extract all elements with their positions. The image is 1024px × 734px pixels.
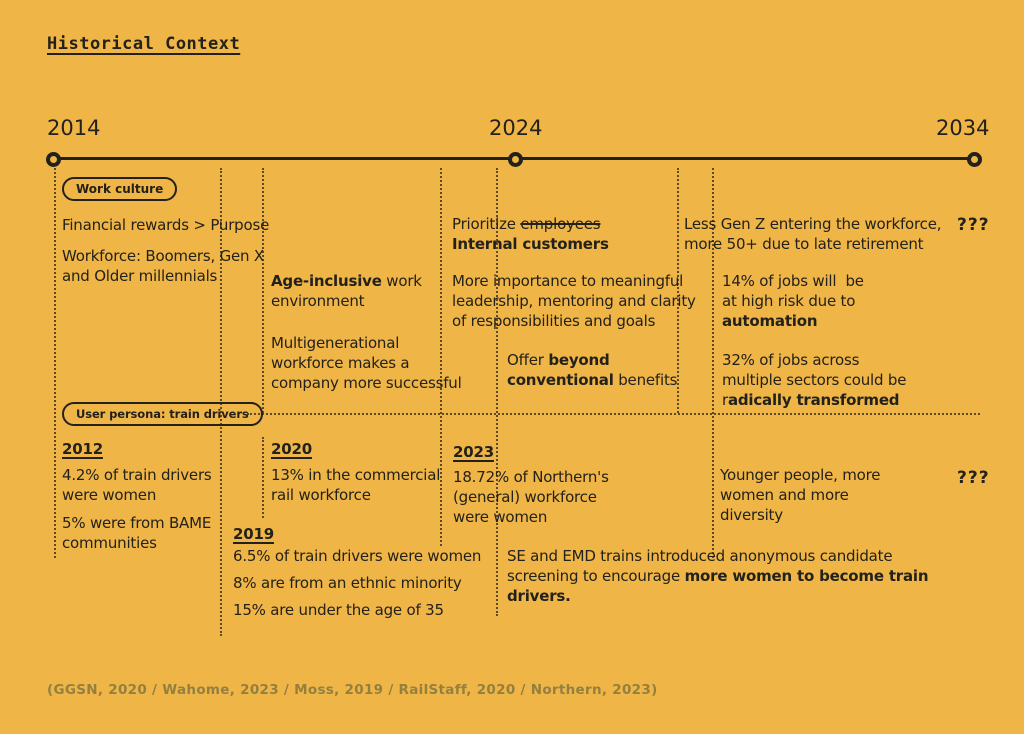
dotted-separator-horizontal	[247, 413, 980, 415]
dotted-separator-vertical-1	[54, 168, 56, 558]
work-culture-badge: Work culture	[62, 177, 178, 201]
wc-financial-rewards: Financial rewards > Purpose	[62, 216, 270, 234]
wc-jobs-risk: 14% of jobs will be at high risk due to au…	[722, 272, 864, 330]
persona-unknown-future: ???	[957, 468, 990, 488]
page-title: Historical Context	[47, 34, 241, 54]
persona-2019-stat2: 8% are from an ethnic minority	[233, 574, 462, 592]
dotted-separator-vertical-8	[712, 168, 714, 558]
dotted-separator-vertical-7	[677, 168, 679, 413]
persona-year-2012: 2012	[62, 440, 103, 458]
timeline-marker-2034	[967, 152, 982, 167]
dotted-separator-vertical-4	[262, 437, 264, 518]
wc-unknown-future: ???	[957, 215, 990, 235]
persona-future: Younger people, more women and more divers…	[720, 466, 881, 524]
persona-2019-stat3: 15% are under the age of 35	[233, 601, 444, 619]
wc-prioritize: Prioritize employees Internal customers	[452, 215, 609, 253]
dotted-separator-vertical-6	[496, 168, 498, 616]
timeline-year-2014: 2014	[47, 116, 101, 140]
timeline-year-2024: 2024	[489, 116, 543, 140]
timeline-year-2034: 2034	[936, 116, 990, 140]
wc-benefits: Offer beyond conventional benefits	[507, 351, 678, 389]
persona-se-emd-note: SE and EMD trains introduced anonymous c…	[507, 547, 929, 605]
wc-age-inclusive: Age-inclusive work environment	[271, 272, 422, 310]
persona-2019-stat1: 6.5% of train drivers were women	[233, 547, 482, 565]
persona-year-2019: 2019	[233, 525, 274, 543]
timeline-marker-2014	[46, 152, 61, 167]
persona-2023-stat: 18.72% of Northern's (general) workforce w…	[453, 468, 609, 526]
dotted-separator-vertical-5	[440, 168, 442, 546]
persona-year-2023: 2023	[453, 443, 494, 461]
dotted-separator-vertical-3	[262, 168, 264, 413]
persona-year-2020: 2020	[271, 440, 312, 458]
user-persona-badge: User persona: train drivers	[62, 402, 263, 426]
persona-2012-stat1: 4.2% of train drivers were women	[62, 466, 212, 504]
timeline-marker-2024	[508, 152, 523, 167]
persona-2020-stat: 13% in the commercial rail workforce	[271, 466, 441, 504]
wc-multigenerational: Multigenerational workforce makes a compan…	[271, 334, 462, 392]
wc-leadership: More importance to meaningful leadership,…	[452, 272, 696, 330]
wc-jobs-transformed: 32% of jobs across multiple sectors could…	[722, 351, 907, 409]
wc-gen-z: Less Gen Z entering the workforce, more 5…	[684, 215, 942, 253]
citation-text: (GGSN, 2020 / Wahome, 2023 / Moss, 2019 …	[47, 682, 658, 698]
persona-2012-stat2: 5% were from BAME communities	[62, 514, 212, 552]
